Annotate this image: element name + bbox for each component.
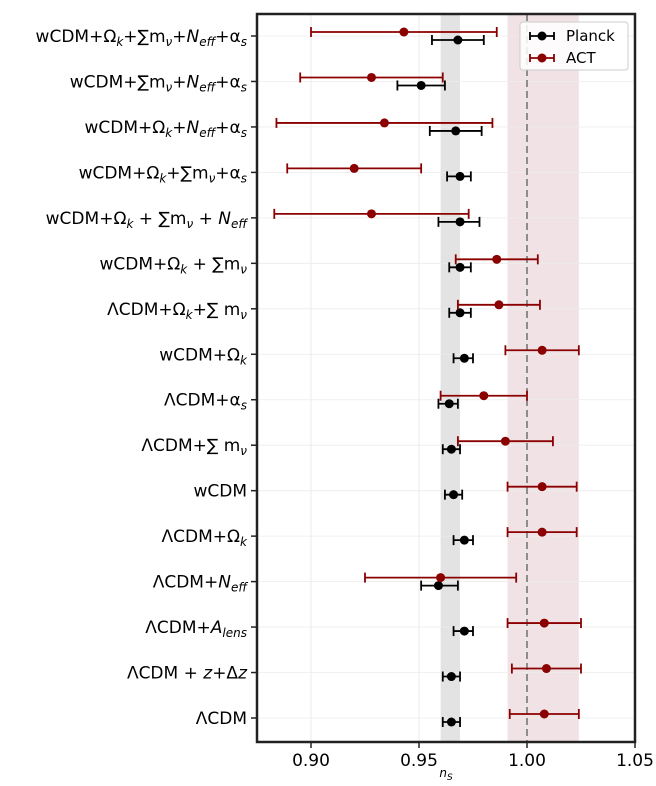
category-label-7: wCDM+Ωk​ xyxy=(159,345,248,367)
act-point-0 xyxy=(399,27,409,37)
planck-point-14 xyxy=(446,672,456,682)
category-label-5: wCDM+Ωk​ + ∑mν​ xyxy=(99,254,247,276)
category-label-9: ΛCDM+∑ mν​ xyxy=(141,436,247,458)
category-label-8: ΛCDM+αs​ xyxy=(164,391,247,413)
planck-point-5 xyxy=(455,262,465,272)
act-point-6 xyxy=(494,300,504,310)
planck-point-12 xyxy=(433,581,443,591)
band-act xyxy=(507,14,579,742)
category-label-1: wCDM+∑mν+Neff​+αs​ xyxy=(70,72,247,94)
act-point-8 xyxy=(479,391,489,401)
category-label-4: wCDM+Ωk​ + ∑mν + Neff​ xyxy=(46,209,249,231)
planck-point-7 xyxy=(459,353,469,363)
x-tick-label-3: 1.05 xyxy=(616,751,654,771)
category-label-11: ΛCDM+Ωk​ xyxy=(162,527,249,549)
category-label-14: ΛCDM + z+Δz xyxy=(127,664,248,684)
category-label-10: wCDM xyxy=(193,482,247,502)
planck-point-4 xyxy=(455,217,465,227)
category-label-12: ΛCDM+Neff​ xyxy=(153,573,249,595)
act-point-7 xyxy=(537,345,547,355)
legend-planck-marker xyxy=(537,31,547,41)
planck-point-15 xyxy=(446,717,456,727)
act-point-14 xyxy=(541,664,551,674)
planck-point-1 xyxy=(416,80,426,90)
band-planck xyxy=(440,14,461,742)
legend: Planck ACT xyxy=(519,21,629,71)
planck-point-0 xyxy=(453,35,463,45)
category-label-2: wCDM+Ωk​+Neff​+αs​ xyxy=(85,118,247,140)
plot-frame xyxy=(255,12,637,744)
y-axis-category-labels: wCDM+Ωk​+∑mν+Neff​+αs​ wCDM+∑mν+Neff​+αs​… xyxy=(36,27,257,729)
planck-point-10 xyxy=(449,490,459,500)
planck-point-11 xyxy=(459,535,469,545)
act-point-2 xyxy=(379,118,389,128)
legend-act-label: ACT xyxy=(566,49,596,67)
category-label-13: ΛCDM+Alens​ xyxy=(145,618,247,640)
act-point-3 xyxy=(349,163,359,173)
x-tick-label-0: 0.90 xyxy=(292,751,330,771)
legend-act-marker xyxy=(537,53,547,63)
act-point-5 xyxy=(492,254,502,264)
category-label-3: wCDM+Ωk​+∑mν+αs​ xyxy=(79,163,247,185)
act-point-1 xyxy=(366,72,376,82)
legend-planck-label: Planck xyxy=(566,27,615,45)
act-point-4 xyxy=(366,209,376,219)
act-point-13 xyxy=(539,618,549,628)
category-label-0: wCDM+Ωk​+∑mν+Neff​+αs​ xyxy=(36,27,247,49)
planck-point-8 xyxy=(444,399,454,409)
category-label-15: ΛCDM xyxy=(196,709,247,729)
planck-point-3 xyxy=(455,171,465,181)
act-point-15 xyxy=(539,709,549,719)
x-axis-label: nS xyxy=(439,766,453,783)
gridlines xyxy=(257,14,636,742)
planck-point-9 xyxy=(446,444,456,454)
planck-point-6 xyxy=(455,308,465,318)
planck-point-13 xyxy=(459,626,469,636)
act-point-10 xyxy=(537,482,547,492)
planck-point-2 xyxy=(451,126,461,136)
act-point-11 xyxy=(537,527,547,537)
x-tick-label-1: 0.95 xyxy=(400,751,438,771)
data-points xyxy=(273,27,582,727)
category-label-6: ΛCDM+Ωk​+∑ mν​ xyxy=(107,300,247,322)
act-point-9 xyxy=(500,436,510,446)
x-axis: 0.90 0.95 1.00 1.05 xyxy=(292,742,654,771)
x-tick-label-2: 1.00 xyxy=(508,751,546,771)
act-point-12 xyxy=(436,573,446,583)
